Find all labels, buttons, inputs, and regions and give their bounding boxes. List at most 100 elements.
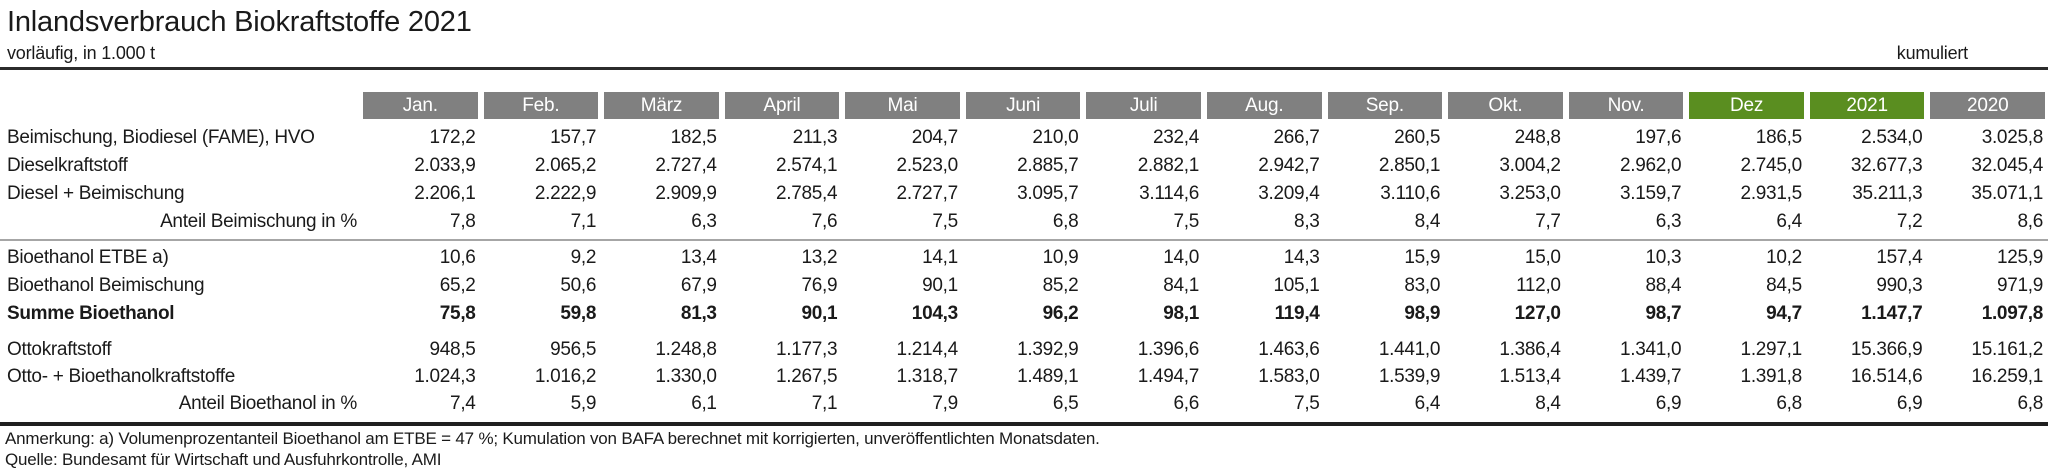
footnote: Anmerkung: a) Volumenprozentanteil Bioet… (5, 429, 1100, 448)
table-row: Bioethanol ETBE a) 10,6 9,2 13,4 13,2 14,1 10,… (0, 244, 2048, 272)
table-cell: 186,5 (1755, 127, 1802, 148)
table-cell: 2.962,0 (1619, 155, 1682, 176)
table-cell: 2.033,9 (414, 155, 476, 176)
table-cell: 2.534,0 (1861, 127, 1923, 148)
table-cell: 6,6 (1173, 393, 1199, 414)
table-cell: 7,1 (570, 211, 597, 232)
column-header-juli: Juli (1086, 91, 1201, 119)
table-row: Diesel + Beimischung 2.206,1 2.222,9 2.909,… (0, 180, 2048, 208)
table-cell: 10,3 (1645, 247, 1682, 268)
row-label: Bioethanol ETBE a) (7, 247, 169, 268)
table-cell: 2.222,9 (534, 183, 597, 204)
group-divider (0, 239, 2048, 241)
table-cell: 96,2 (1042, 303, 1079, 324)
top-divider (0, 67, 2048, 70)
table-cell: 1.539,9 (1378, 366, 1441, 387)
table-cell: 50,6 (560, 275, 597, 296)
table-cell: 1.583,0 (1258, 366, 1320, 387)
table-cell: 8,4 (1535, 393, 1561, 414)
table-cell: 2.065,2 (534, 155, 597, 176)
table-cell: 9,2 (570, 247, 597, 268)
table-cell: 5,9 (570, 393, 597, 414)
table-cell: 2.882,1 (1137, 155, 1200, 176)
table-cell: 127,0 (1514, 303, 1561, 324)
group-gap (0, 328, 2048, 336)
table-cell: 2.727,7 (896, 183, 959, 204)
table-cell: 1.016,2 (534, 366, 597, 387)
table-cell: 1.214,4 (896, 339, 959, 360)
table-cell: 6,9 (1896, 393, 1923, 414)
table-cell: 88,4 (1645, 275, 1682, 296)
table-cell: 3.004,2 (1499, 155, 1561, 176)
table-cell: 10,9 (1042, 247, 1079, 268)
table-cell: 7,6 (811, 211, 838, 232)
table-cell: 84,5 (1766, 275, 1802, 296)
table-cell: 84,1 (1163, 275, 1199, 296)
table-cell: 6,3 (691, 211, 717, 232)
table-cell: 3.114,6 (1139, 183, 1199, 204)
table-cell: 204,7 (911, 127, 958, 148)
table-cell: 3.159,7 (1619, 183, 1682, 204)
table-cell: 16.259,1 (1971, 366, 2043, 387)
row-label: Ottokraftstoff (7, 339, 112, 360)
table-cell: 10,6 (439, 247, 476, 268)
table-cell: 14,1 (922, 247, 958, 268)
table-row: Anteil Beimischung in % 7,8 7,1 6,3 7,6 7,5 6,… (0, 208, 2048, 236)
table-cell: 7,4 (450, 393, 476, 414)
table-cell: 6,9 (1655, 393, 1682, 414)
table-cell: 1.330,0 (655, 366, 717, 387)
table-cell: 1.386,4 (1499, 339, 1561, 360)
table-cell: 7,5 (1294, 393, 1320, 414)
table-cell: 7,1 (811, 393, 838, 414)
table-cell: 1.489,1 (1017, 366, 1079, 387)
table-cell: 10,2 (1766, 247, 1802, 268)
table-cell: 8,4 (1414, 211, 1441, 232)
table-cell: 2.909,9 (655, 183, 717, 204)
bottom-divider (0, 422, 2048, 426)
table-cell: 2.942,7 (1258, 155, 1320, 176)
table-cell: 7,2 (1896, 211, 1923, 232)
table-cell: 7,5 (932, 211, 958, 232)
table-cell: 172,2 (429, 127, 476, 148)
table-cell: 98,9 (1404, 303, 1441, 324)
row-label: Summe Bioethanol (7, 303, 175, 324)
table-header-row: Jan. Feb. März April Mai Juni Juli Aug. Sep. Okt.… (0, 91, 2048, 119)
column-header-okt: Okt. (1448, 91, 1563, 119)
table-cell: 7,8 (450, 211, 476, 232)
table-cell: 81,3 (680, 303, 717, 324)
table-cell: 6,8 (1052, 211, 1079, 232)
column-header-nov: Nov. (1568, 91, 1684, 119)
table-cell: 119,4 (1274, 303, 1320, 324)
column-header-2020: 2020 (1930, 91, 2045, 119)
table-cell: 1.463,6 (1258, 339, 1320, 360)
table-cell: 90,1 (801, 303, 838, 324)
table-cell: 211,3 (792, 127, 838, 148)
table-cell: 248,8 (1514, 127, 1561, 148)
corner-cell (0, 91, 360, 119)
table-cell: 16.514,6 (1850, 366, 1923, 387)
table-cell: 6,3 (1655, 211, 1682, 232)
table-cell: 14,3 (1283, 247, 1320, 268)
table-cell: 2.523,0 (896, 155, 959, 176)
table-cell: 1.097,8 (1981, 303, 2044, 324)
table-cell: 1.441,0 (1378, 339, 1441, 360)
table-cell: 13,2 (801, 247, 838, 268)
table-cell: 6,4 (1776, 211, 1802, 232)
table-cell: 2.785,4 (775, 183, 838, 204)
table-cell: 94,7 (1766, 303, 1802, 324)
table-cell: 2.574,1 (775, 155, 838, 176)
table-cell: 13,4 (680, 247, 717, 268)
subtitle-row: vorläufig, in 1.000 t kumuliert (0, 38, 2048, 64)
table-cell: 67,9 (680, 275, 717, 296)
table-row: Ottokraftstoff 948,5 956,5 1.248,8 1.177,3 1.… (0, 336, 2048, 363)
table-cell: 15,0 (1524, 247, 1561, 268)
row-label: Beimischung, Biodiesel (FAME), HVO (7, 127, 315, 148)
table-cell: 32.677,3 (1850, 155, 1923, 176)
table-cell: 266,7 (1273, 127, 1320, 148)
table-cell: 1.513,4 (1499, 366, 1561, 387)
table-cell: 15.161,2 (1971, 339, 2043, 360)
table-cell: 125,9 (1996, 247, 2043, 268)
table-cell: 948,5 (429, 339, 476, 360)
column-header-feb: Feb. (483, 91, 599, 119)
row-label: Anteil Bioethanol in % (178, 393, 358, 414)
